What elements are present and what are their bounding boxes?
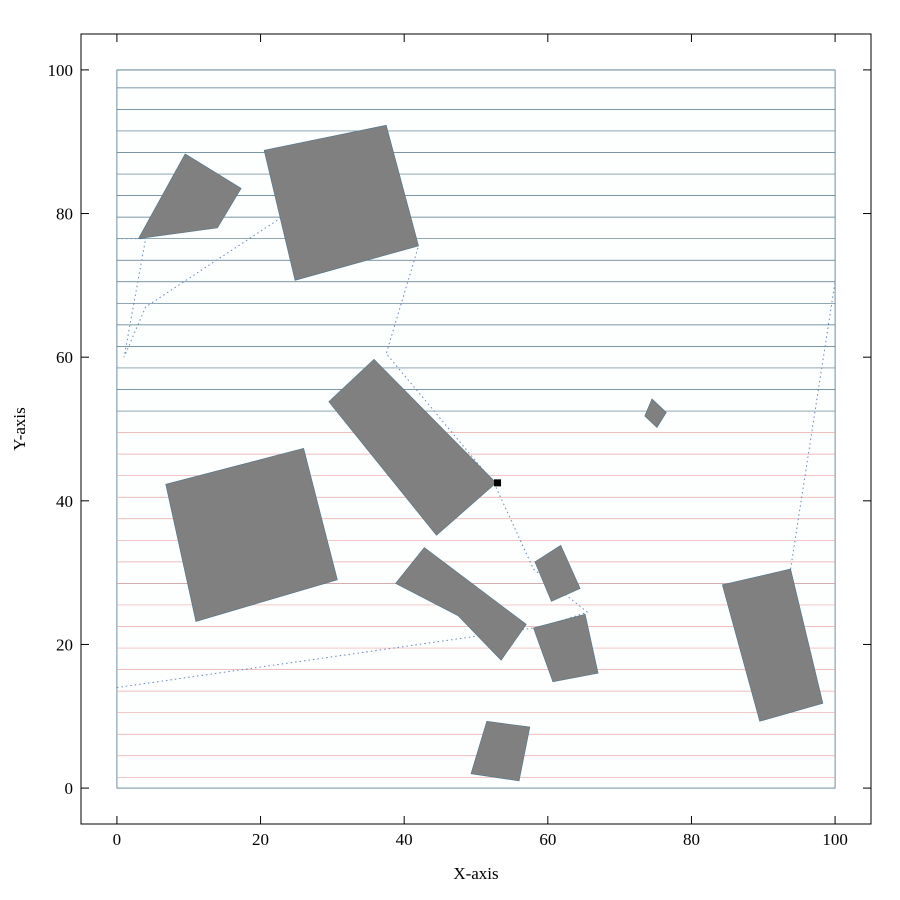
y-tick-label: 0 — [65, 779, 74, 798]
obstacle — [137, 153, 242, 240]
obstacle — [263, 124, 419, 281]
y-tick-label: 80 — [56, 205, 73, 224]
y-axis-label: Y-axis — [10, 407, 29, 450]
x-tick-label: 0 — [113, 830, 122, 849]
y-tick-label: 60 — [56, 348, 73, 367]
x-tick-label: 20 — [252, 830, 269, 849]
obstacle — [644, 398, 667, 429]
obstacle — [165, 448, 338, 622]
y-tick-label: 100 — [48, 61, 74, 80]
axis-ticks: 0 20 40 60 80 100 0 20 40 60 80 100 — [48, 34, 871, 849]
obstacle — [470, 720, 531, 782]
trajectory-path — [116, 209, 589, 689]
obstacles-layer — [137, 124, 824, 782]
workspace-border — [116, 69, 836, 789]
start-marker — [494, 479, 502, 487]
trajectory-path — [790, 281, 836, 570]
obstacle — [721, 568, 824, 722]
obstacle — [395, 547, 527, 661]
obstacle — [534, 544, 581, 602]
x-tick-label: 40 — [396, 830, 413, 849]
obstacle — [533, 613, 599, 683]
x-axis-label: X-axis — [453, 864, 498, 883]
y-tick-label: 40 — [56, 492, 73, 511]
trajectory-layer — [116, 209, 836, 689]
y-tick-label: 20 — [56, 635, 73, 654]
plot-frame — [80, 33, 872, 825]
sweep-lines-layer — [116, 69, 836, 789]
x-tick-label: 80 — [683, 830, 700, 849]
x-tick-label: 100 — [822, 830, 848, 849]
x-tick-label: 60 — [539, 830, 556, 849]
